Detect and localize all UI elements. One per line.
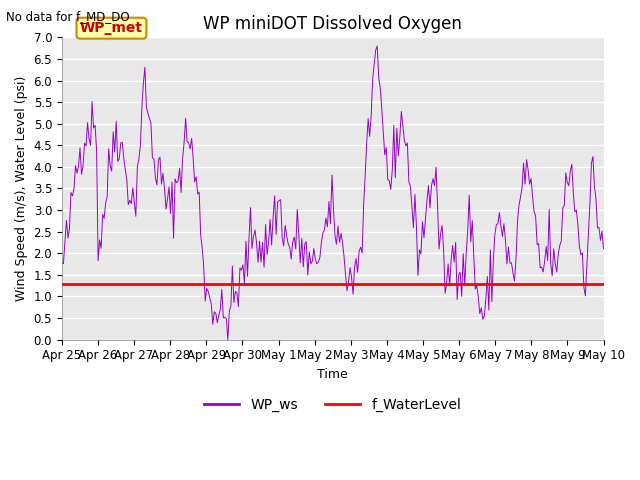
Title: WP miniDOT Dissolved Oxygen: WP miniDOT Dissolved Oxygen [204, 15, 462, 33]
Legend: WP_ws, f_WaterLevel: WP_ws, f_WaterLevel [198, 392, 467, 418]
X-axis label: Time: Time [317, 368, 348, 381]
Text: WP_met: WP_met [80, 21, 143, 35]
Text: No data for f_MD_DO: No data for f_MD_DO [6, 10, 130, 23]
Y-axis label: Wind Speed (m/s), Water Level (psi): Wind Speed (m/s), Water Level (psi) [15, 76, 28, 301]
